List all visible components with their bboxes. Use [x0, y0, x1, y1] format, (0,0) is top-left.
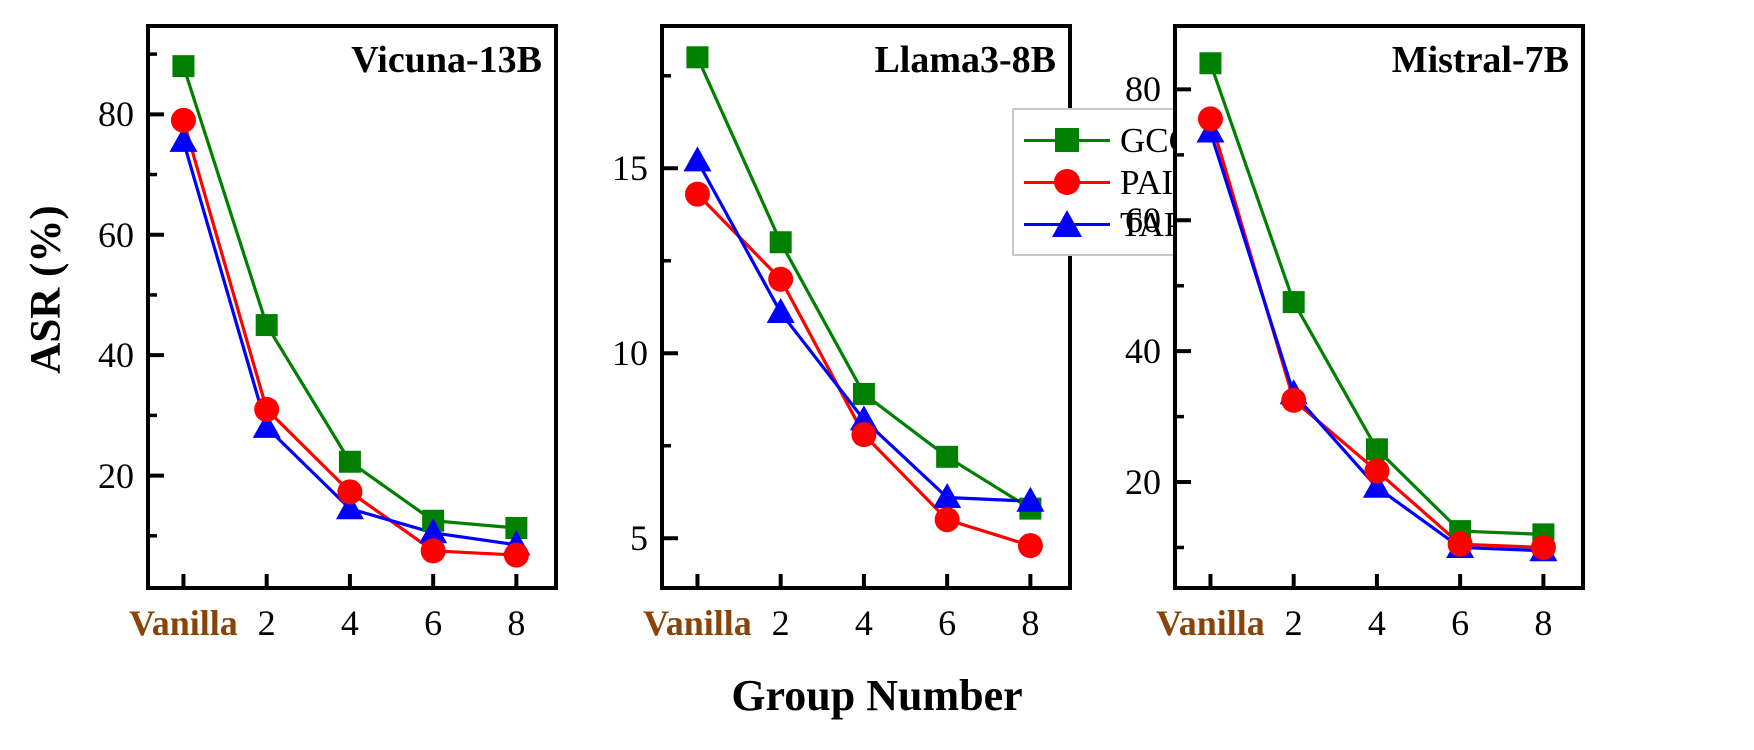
series-line-tap	[696, 160, 1031, 503]
data-point-tap	[1362, 472, 1391, 498]
data-point-tap	[766, 298, 795, 324]
data-point-pair	[420, 538, 446, 564]
x-tick-label: 2	[257, 603, 276, 643]
y-tick-label: 80	[1125, 69, 1161, 110]
x-tick-label: 4	[340, 603, 359, 643]
data-point-pair	[254, 396, 280, 422]
x-tick-label: Vanilla	[643, 603, 752, 643]
data-point-gcg	[1365, 438, 1388, 461]
data-point-tap	[335, 494, 364, 520]
data-point-pair	[768, 266, 794, 292]
y-tick-label: 10	[612, 333, 648, 374]
data-point-gcg	[255, 314, 278, 337]
x-axis-label: Group Number	[731, 671, 1023, 720]
data-point-gcg	[769, 231, 792, 254]
data-point-pair	[1447, 531, 1473, 557]
series-line-pair	[696, 193, 1031, 548]
data-point-gcg	[686, 46, 709, 69]
x-tick-label: 6	[424, 603, 443, 643]
y-tick-label: 60	[98, 214, 134, 255]
chart-panel-llama3-8b: Llama3-8B GCG PAIR	[612, 24, 1213, 643]
y-tick-label: 20	[98, 455, 134, 496]
legend-entry-gcg: GCG	[1024, 119, 1197, 161]
data-point-tap	[1016, 486, 1045, 512]
legend-entry-pair: PAIR	[1024, 161, 1197, 203]
data-point-tap	[419, 518, 448, 544]
data-point-gcg	[505, 516, 528, 539]
circle-marker-icon	[1054, 169, 1080, 195]
data-point-tap	[683, 146, 712, 172]
legend-key-tap	[1024, 209, 1110, 239]
x-tick-label: 4	[854, 603, 873, 643]
data-point-pair	[851, 422, 877, 448]
x-tick-label: 8	[1021, 603, 1040, 643]
panel-frame	[660, 24, 1072, 590]
x-tick-label: 6	[938, 603, 957, 643]
plot-area	[146, 52, 531, 590]
triangle-marker-icon	[1052, 210, 1082, 237]
data-point-pair	[503, 542, 529, 568]
x-tick-label: 8	[1534, 603, 1553, 643]
x-tick-label: 2	[1284, 603, 1303, 643]
data-point-pair	[1017, 533, 1043, 559]
y-tick-label: 20	[1125, 462, 1161, 503]
y-axis-label: ASR (%)	[22, 205, 70, 374]
legend-key-gcg	[1024, 125, 1110, 155]
square-marker-icon	[1055, 128, 1079, 152]
y-tick-label: 40	[1125, 331, 1161, 372]
legend-entry-tap: TAP	[1024, 203, 1197, 245]
chart-panel-vicuna-13b: Vicuna-13B 20 40 60 80 Vanilla 2 4 6 8	[98, 24, 558, 643]
y-tick-label: 15	[612, 148, 648, 189]
x-tick-label: 6	[1451, 603, 1470, 643]
plot-area	[1173, 52, 1558, 590]
data-point-pair	[1197, 106, 1223, 132]
x-tick-label: Vanilla	[1156, 603, 1265, 643]
data-point-gcg	[1199, 52, 1222, 75]
y-tick-label: 40	[98, 335, 134, 376]
data-point-pair	[1281, 387, 1307, 413]
data-point-gcg	[338, 450, 361, 473]
data-point-tap	[169, 126, 198, 152]
data-point-pair	[684, 181, 710, 207]
y-tick-label: 60	[1125, 200, 1161, 241]
x-tick-label: 4	[1367, 603, 1386, 643]
panel-title: Vicuna-13B	[351, 39, 542, 81]
data-point-pair	[1364, 458, 1390, 484]
panel-title: Mistral-7B	[1391, 39, 1569, 81]
data-point-pair	[1530, 534, 1556, 560]
x-tick-label: Vanilla	[129, 603, 238, 643]
y-tick-label: 80	[98, 94, 134, 135]
data-point-tap	[849, 405, 878, 431]
data-point-gcg	[1282, 291, 1305, 314]
data-point-pair	[170, 107, 196, 133]
data-point-pair	[337, 479, 363, 505]
chart-panel-mistral-7b: Mistral-7B 20 40 60 80 Vanilla 2 4 6 8	[1125, 24, 1585, 643]
plot-area	[660, 46, 1045, 590]
data-point-gcg	[172, 55, 195, 78]
data-point-gcg	[936, 445, 959, 468]
x-tick-label: 2	[771, 603, 790, 643]
panel-title: Llama3-8B	[874, 39, 1056, 81]
data-point-tap	[933, 483, 962, 509]
y-tick-label: 5	[630, 518, 648, 559]
legend-label-tap: TAP	[1120, 204, 1184, 244]
data-point-gcg	[852, 382, 875, 405]
x-tick-label: 8	[507, 603, 526, 643]
legend-key-pair	[1024, 167, 1110, 197]
data-point-tap	[252, 412, 281, 438]
data-point-pair	[934, 507, 960, 533]
